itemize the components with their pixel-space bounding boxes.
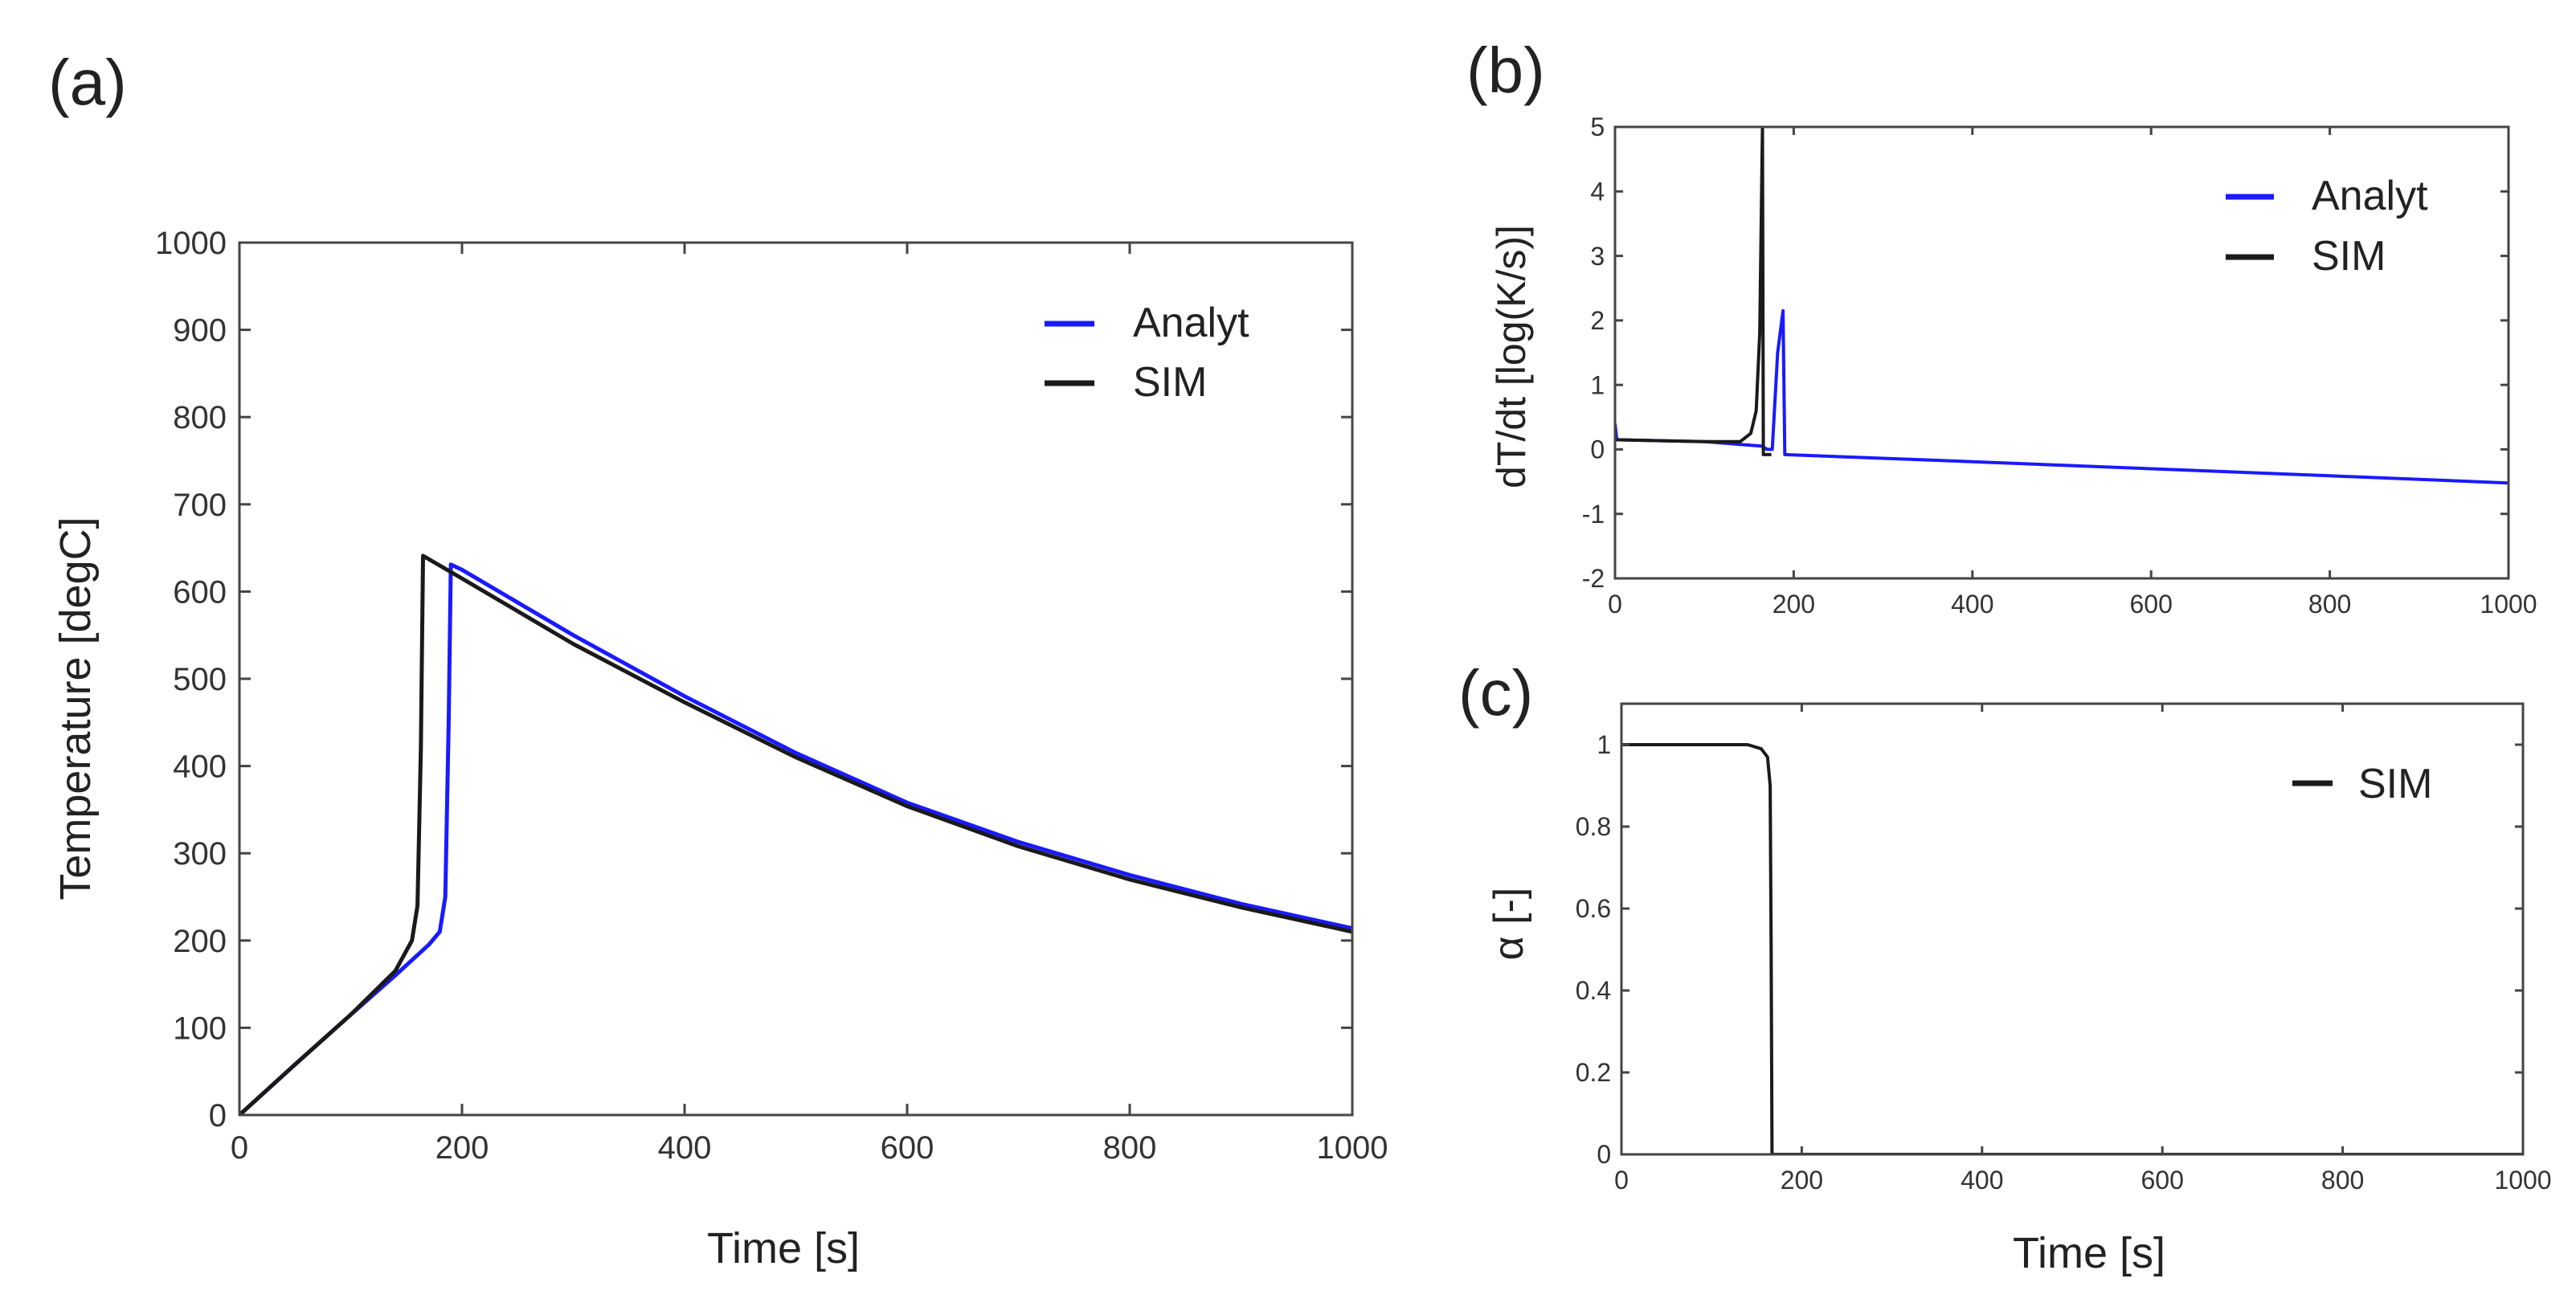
panel-b-x-tick-label: 200 bbox=[1773, 590, 1815, 619]
panel-a-x-tick-label: 400 bbox=[658, 1130, 712, 1166]
panel-b-legend-analyt-label: Analyt bbox=[2312, 173, 2428, 219]
panel-b-x-tick-label: 600 bbox=[2130, 590, 2173, 619]
panel-b-y-tick-label: 4 bbox=[1590, 177, 1605, 206]
panel-c-y-axis-label: α [-] bbox=[1486, 888, 1532, 961]
panel-a-y-tick-label: 400 bbox=[173, 749, 227, 785]
panel-a-legend-sim-label: SIM bbox=[1133, 359, 1207, 406]
panel-b-y-tick-label: 0 bbox=[1590, 435, 1605, 464]
panel-c-legend: SIM bbox=[2292, 761, 2432, 807]
panel-b-x-tick-label: 400 bbox=[1951, 590, 1993, 619]
panel-a-y-tick-label: 900 bbox=[173, 313, 227, 349]
panel-b-rate: (b) 0 200 400 600 800 1000 -2 -1 0 1 2 3 4 5 dT/dt [l… bbox=[1466, 35, 2537, 619]
panel-a-x-tick-label: 200 bbox=[435, 1130, 489, 1166]
panel-a-x-tick-label: 1000 bbox=[1317, 1130, 1388, 1166]
panel-a-y-tick-label: 0 bbox=[209, 1098, 227, 1133]
panel-b-legend: Analyt SIM bbox=[2226, 173, 2428, 280]
panel-b-x-tick-label: 800 bbox=[2308, 590, 2351, 619]
panel-a-temperature: (a) 0 200 400 600 800 1000 0 100 200 300 400 500 600… bbox=[48, 47, 1388, 1272]
panel-a-x-tick-label: 0 bbox=[231, 1130, 248, 1166]
panel-a-plot-area bbox=[239, 243, 1352, 1115]
panel-c-x-tick-label: 600 bbox=[2141, 1166, 2184, 1195]
panel-b-y-tick-label: 2 bbox=[1590, 306, 1605, 335]
panel-a-x-tick-label: 600 bbox=[881, 1130, 934, 1166]
panel-a-y-tick-label: 600 bbox=[173, 574, 227, 610]
panel-c-series-sim-line bbox=[1621, 743, 2523, 1154]
panel-c-y-tick-label: 1 bbox=[1597, 730, 1611, 759]
panel-a-series-analyt-line bbox=[239, 562, 1352, 1115]
panel-c-fraction: (c) 0 200 400 600 800 1000 0 0.2 0.4 0.6 0.8 1 Time… bbox=[1458, 657, 2552, 1277]
panel-a-legend: Analyt SIM bbox=[1045, 300, 1249, 406]
panel-c-y-tick-label: 0.2 bbox=[1576, 1058, 1611, 1087]
panel-b-x-tick-label: 0 bbox=[1608, 590, 1622, 619]
panel-b-y-tick-label: -1 bbox=[1582, 500, 1605, 529]
panel-c-x-tick-label: 0 bbox=[1614, 1166, 1629, 1195]
panel-b-legend-sim-label: SIM bbox=[2312, 233, 2386, 280]
panel-b-y-tick-label: -2 bbox=[1582, 564, 1605, 593]
panel-a-y-tick-label: 100 bbox=[173, 1011, 227, 1046]
panel-c-legend-sim-label: SIM bbox=[2358, 761, 2432, 807]
panel-a-y-tick-label: 500 bbox=[173, 662, 227, 697]
panel-a-y-tick-label: 800 bbox=[173, 400, 227, 435]
panel-a-series-sim-line bbox=[239, 553, 1352, 1115]
panel-a-y-tick-label: 700 bbox=[173, 488, 227, 523]
panel-c-y-tick-label: 0.6 bbox=[1576, 894, 1611, 923]
panel-a-label: (a) bbox=[48, 47, 127, 118]
panel-c-y-tick-label: 0 bbox=[1597, 1140, 1611, 1169]
panel-b-y-tick-label: 3 bbox=[1590, 242, 1605, 271]
panel-c-y-tick-label: 0.4 bbox=[1576, 976, 1611, 1005]
panel-a-x-axis-label: Time [s] bbox=[707, 1224, 860, 1272]
panel-a-legend-analyt-label: Analyt bbox=[1133, 300, 1249, 346]
panel-c-x-tick-label: 200 bbox=[1781, 1166, 1823, 1195]
panel-c-x-tick-label: 400 bbox=[1961, 1166, 2003, 1195]
panel-a-y-axis-label: Temperature [degC] bbox=[51, 517, 100, 900]
panel-c-x-tick-label: 800 bbox=[2321, 1166, 2364, 1195]
panel-b-y-tick-label: 5 bbox=[1590, 112, 1605, 141]
panel-c-x-tick-label: 1000 bbox=[2494, 1166, 2551, 1195]
panel-b-axes-frame bbox=[1613, 125, 2510, 580]
panel-a-x-tick-label: 800 bbox=[1103, 1130, 1157, 1166]
panel-a-y-tick-label: 300 bbox=[173, 836, 227, 872]
panel-b-series-sim-line bbox=[1615, 127, 1772, 456]
panel-b-label: (b) bbox=[1466, 35, 1545, 106]
panel-c-x-axis-label: Time [s] bbox=[2013, 1229, 2165, 1277]
panel-b-y-axis-label: dT/dt [log(K/s)] bbox=[1489, 225, 1534, 488]
panel-a-y-tick-label: 1000 bbox=[155, 226, 227, 261]
panel-c-axes-frame bbox=[1620, 702, 2525, 1156]
panel-b-y-tick-label: 1 bbox=[1590, 370, 1605, 399]
panel-c-y-tick-label: 0.8 bbox=[1576, 812, 1611, 841]
panel-b-x-tick-label: 1000 bbox=[2480, 590, 2537, 619]
panel-a-y-tick-label: 200 bbox=[173, 924, 227, 959]
panel-c-label: (c) bbox=[1458, 657, 1533, 729]
